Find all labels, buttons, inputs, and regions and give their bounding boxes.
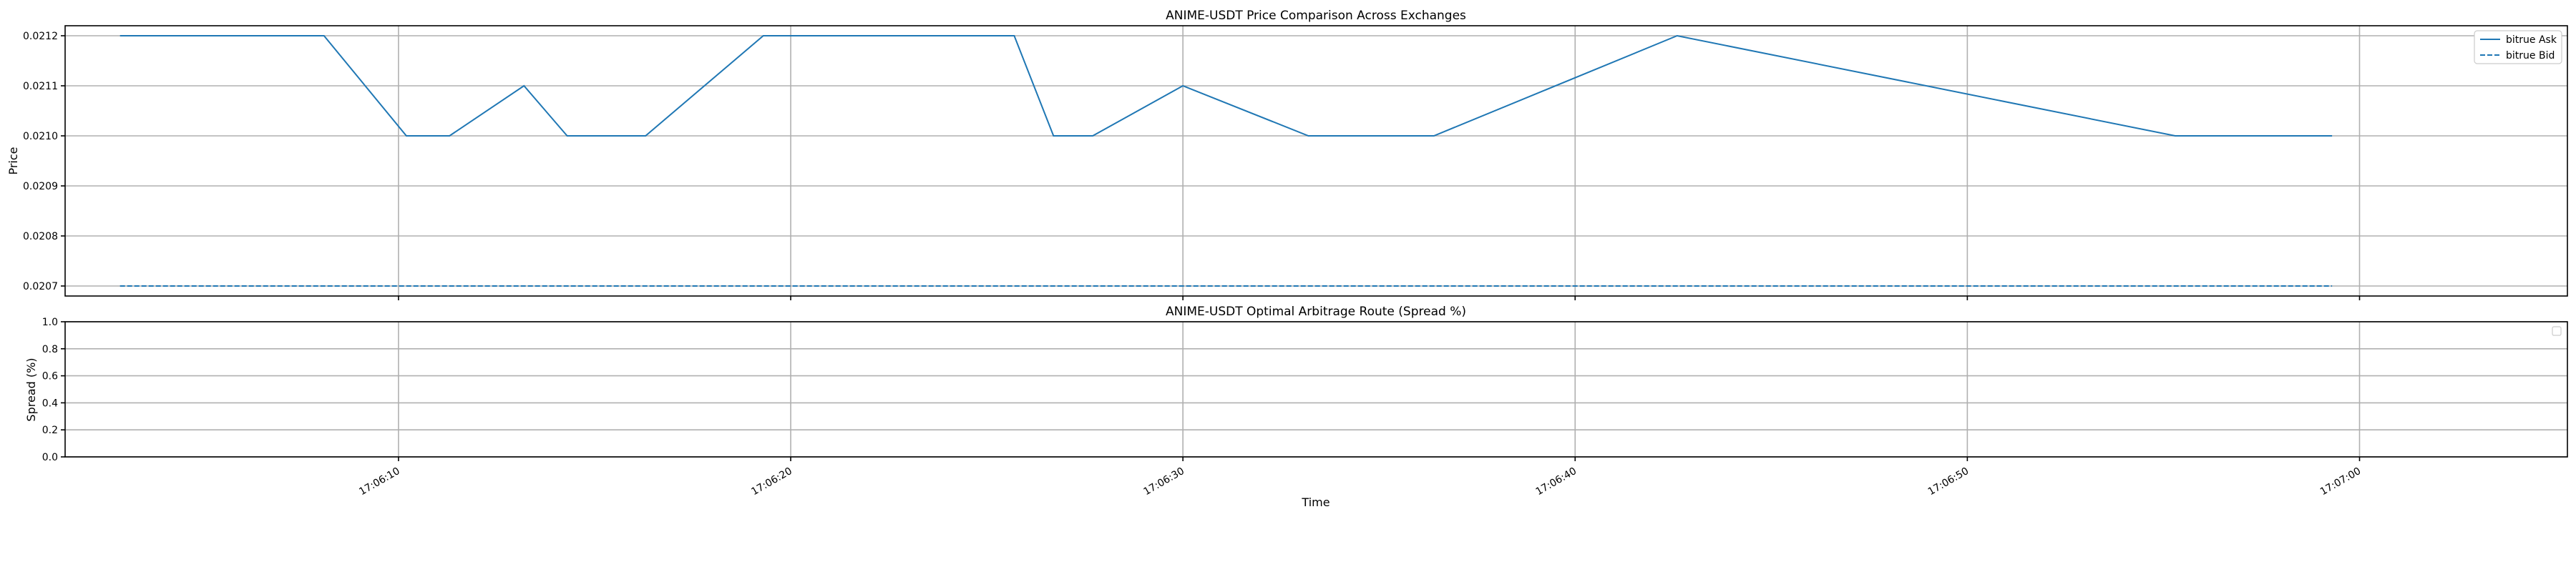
x-tick-label: 17:06:50: [1926, 465, 1971, 498]
x-tick-label: 17:06:20: [749, 465, 794, 498]
price-y-tick-label: 0.0211: [23, 81, 58, 92]
price-chart-title: ANIME-USDT Price Comparison Across Excha…: [1166, 9, 1466, 23]
spread-x-ticks: 17:06:10 17:06:20 17:06:30 17:06:40 17:06:50…: [357, 457, 2363, 498]
price-y-tick-label: 0.0210: [23, 131, 58, 142]
spread-y-tick-label: 0.4: [42, 398, 58, 409]
x-tick-label: 17:06:10: [357, 465, 401, 498]
legend-ask-label: bitrue Ask: [2506, 34, 2557, 46]
spread-y-tick-label: 0.0: [42, 452, 58, 463]
x-tick-label: 17:07:00: [2318, 465, 2363, 498]
price-legend: bitrue Ask bitrue Bid: [2474, 30, 2562, 64]
price-y-tick-label: 0.0208: [23, 231, 58, 242]
price-y-tick-label: 0.0207: [23, 281, 58, 292]
price-x-ticks: [398, 296, 2361, 300]
price-y-tick-label: 0.0209: [23, 181, 58, 192]
price-y-ticks: 0.0207 0.0208 0.0209 0.0210 0.0211 0.0212: [23, 31, 65, 292]
spread-legend-empty: [2552, 326, 2562, 336]
spread-y-ticks: 0.0 0.2 0.4 0.6 0.8 1.0: [42, 317, 65, 463]
price-grid: [65, 26, 2567, 296]
spread-chart-title: ANIME-USDT Optimal Arbitrage Route (Spre…: [1166, 305, 1466, 319]
spread-y-tick-label: 0.6: [42, 371, 58, 383]
spread-y-axis-label: Spread (%): [24, 358, 38, 421]
legend-bid-label: bitrue Bid: [2506, 50, 2555, 61]
spread-y-tick-label: 0.8: [42, 344, 58, 355]
spread-axes: 0.00.20.40.60.81.0 17:06:10 17:06:20 17:06…: [24, 305, 2568, 509]
x-tick-label: 17:06:40: [1534, 465, 1579, 498]
spread-y-tick-label: 0.2: [42, 425, 58, 436]
spread-grid: [65, 321, 2567, 458]
price-y-tick-label: 0.0212: [23, 31, 58, 42]
spread-y-tick-label: 1.0: [42, 317, 58, 328]
spread-x-axis-label: Time: [1301, 495, 1330, 509]
price-series: [119, 34, 2333, 287]
x-tick-label: 17:06:30: [1141, 465, 1186, 498]
price-axes-frame: [64, 25, 2568, 297]
spread-axes-frame: [64, 321, 2568, 458]
price-y-axis-label: Price: [6, 147, 20, 174]
price-axes: 0.0207 0.0208 0.0209 0.0210 0.0211 0.0212 ANI…: [6, 9, 2568, 300]
